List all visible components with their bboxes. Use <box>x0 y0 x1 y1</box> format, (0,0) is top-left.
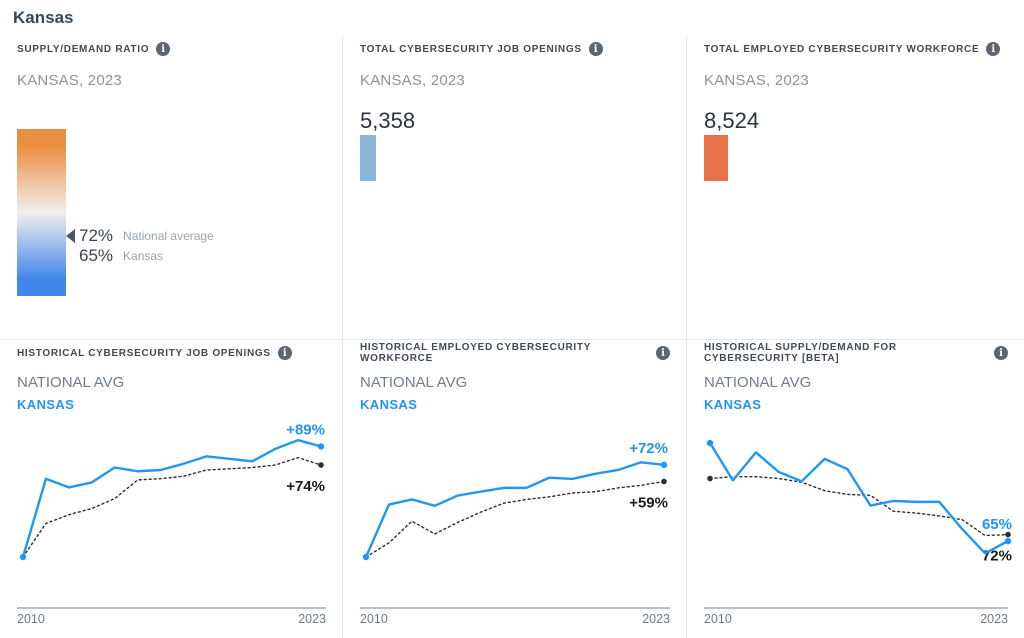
state-value-row: 65% Kansas <box>79 246 214 266</box>
workforce-value: 8,524 <box>704 108 760 133</box>
job-openings-value: 5,358 <box>360 108 416 133</box>
page-title: Kansas <box>13 8 74 27</box>
location-label: KANSAS, 2023 <box>17 72 122 89</box>
panel-header: SUPPLY/DEMAND RATIO i <box>17 42 326 56</box>
x-axis-end-label: 2023 <box>980 612 1008 626</box>
legend-kansas: KANSAS <box>17 397 75 412</box>
panel-title-supply-demand: SUPPLY/DEMAND RATIO <box>17 43 150 55</box>
panel-header: HISTORICAL SUPPLY/DEMAND FOR CYBERSECURI… <box>704 342 1008 364</box>
gauge-marker: 72% National average 65% Kansas <box>66 226 214 266</box>
x-axis-start-label: 2010 <box>704 612 732 626</box>
svg-text:+89%: +89% <box>286 421 325 438</box>
state-value: 65% <box>79 246 114 265</box>
legend-national-avg: NATIONAL AVG <box>704 374 812 391</box>
panel-title-job-openings: TOTAL CYBERSECURITY JOB OPENINGS <box>360 43 582 55</box>
panel-title-historical-jobs: HISTORICAL CYBERSECURITY JOB OPENINGS <box>17 347 271 359</box>
info-icon[interactable]: i <box>277 346 292 360</box>
svg-text:+74%: +74% <box>286 478 325 495</box>
national-average-value: 72% <box>79 226 114 245</box>
workforce-bar <box>704 135 728 181</box>
panel-historical-job-openings: HISTORICAL CYBERSECURITY JOB OPENINGS i … <box>0 340 343 638</box>
panel-header: HISTORICAL CYBERSECURITY JOB OPENINGS i <box>17 346 326 360</box>
panel-header: TOTAL CYBERSECURITY JOB OPENINGS i <box>360 42 670 56</box>
info-icon[interactable]: i <box>156 42 171 56</box>
historical-supply-demand-chart: 72% 65% <box>704 417 1012 595</box>
dashboard-grid: SUPPLY/DEMAND RATIO i KANSAS, 2023 72% N… <box>0 36 1024 638</box>
x-axis: 2010 2023 <box>17 607 326 626</box>
job-openings-bar <box>360 135 376 181</box>
historical-job-openings-chart: +74% +89% <box>17 417 326 595</box>
svg-text:+59%: +59% <box>629 494 668 511</box>
svg-text:+72%: +72% <box>629 440 668 457</box>
panel-title-historical-supply-demand: HISTORICAL SUPPLY/DEMAND FOR CYBERSECURI… <box>704 342 897 364</box>
legend-national-avg: NATIONAL AVG <box>17 374 125 391</box>
info-icon[interactable]: i <box>994 346 1008 360</box>
panel-total-workforce: TOTAL EMPLOYED CYBERSECURITY WORKFORCE i… <box>687 36 1024 340</box>
legend-kansas: KANSAS <box>360 397 418 412</box>
panel-title-historical-workforce: HISTORICAL EMPLOYED CYBERSECURITY WORKFO… <box>360 342 591 364</box>
supply-demand-gauge: 72% National average 65% Kansas <box>17 129 326 296</box>
x-axis-end-label: 2023 <box>298 612 326 626</box>
panel-title-workforce: TOTAL EMPLOYED CYBERSECURITY WORKFORCE <box>704 43 980 55</box>
x-axis-start-label: 2010 <box>17 612 45 626</box>
x-axis: 2010 2023 <box>704 607 1008 626</box>
location-label: KANSAS, 2023 <box>704 72 809 89</box>
x-axis-start-label: 2010 <box>360 612 388 626</box>
info-icon[interactable]: i <box>588 42 603 56</box>
panel-historical-workforce: HISTORICAL EMPLOYED CYBERSECURITY WORKFO… <box>343 340 687 638</box>
panel-header: HISTORICAL EMPLOYED CYBERSECURITY WORKFO… <box>360 342 670 364</box>
national-average-label: National average <box>123 229 214 243</box>
panel-historical-supply-demand: HISTORICAL SUPPLY/DEMAND FOR CYBERSECURI… <box>687 340 1024 638</box>
svg-text:65%: 65% <box>982 516 1012 533</box>
supply-demand-gradient-bar <box>17 129 66 296</box>
legend-kansas: KANSAS <box>704 397 762 412</box>
location-label: KANSAS, 2023 <box>360 72 465 89</box>
panel-header: TOTAL EMPLOYED CYBERSECURITY WORKFORCE i <box>704 42 1008 56</box>
x-axis-end-label: 2023 <box>642 612 670 626</box>
panel-supply-demand-ratio: SUPPLY/DEMAND RATIO i KANSAS, 2023 72% N… <box>0 36 343 340</box>
svg-text:72%: 72% <box>982 548 1012 565</box>
x-axis: 2010 2023 <box>360 607 670 626</box>
marker-triangle-icon <box>66 229 75 243</box>
historical-workforce-chart: +59% +72% <box>360 417 670 595</box>
state-label: Kansas <box>123 249 164 263</box>
panel-total-job-openings: TOTAL CYBERSECURITY JOB OPENINGS i KANSA… <box>343 36 687 340</box>
info-icon[interactable]: i <box>986 42 1001 56</box>
legend-national-avg: NATIONAL AVG <box>360 374 468 391</box>
national-average-row: 72% National average <box>66 226 214 246</box>
info-icon[interactable]: i <box>656 346 670 360</box>
